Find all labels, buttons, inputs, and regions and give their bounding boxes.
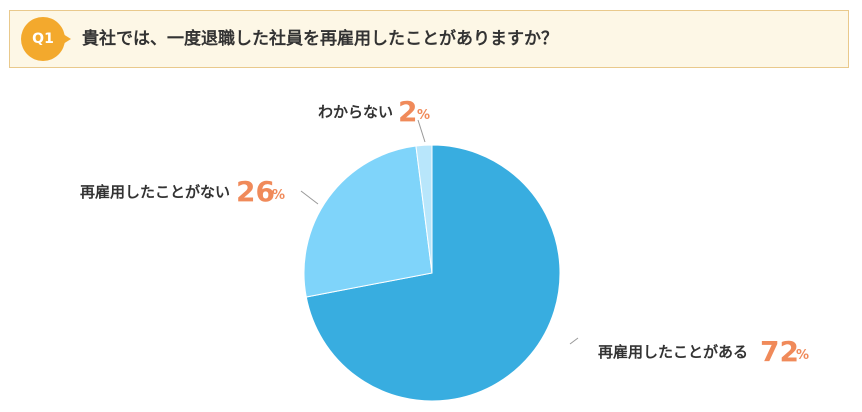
slice-value: 2 [398,95,417,128]
slice-unit: % [272,188,285,203]
pie-slice [305,144,561,402]
slice-unit: % [417,108,430,123]
slice-value: 72 [760,335,799,368]
question-text: 貴社では、一度退職した社員を再雇用したことがありますか？ [82,29,558,49]
slice-value: 26 [236,175,275,208]
slice-label: わからない [318,103,393,121]
pie-slice [415,144,433,274]
question-number-badge: Q1 [21,17,65,61]
leader-line [417,119,426,143]
slice-unit: % [796,348,809,363]
slice-label: 再雇用したことがある [598,343,748,361]
question-box: Q1 貴社では、一度退職した社員を再雇用したことがありますか？ [9,10,849,68]
pie-slice [303,145,433,298]
leader-line [300,190,319,205]
slice-label: 再雇用したことがない [80,183,230,201]
leader-line [569,337,579,345]
badge-pointer-icon [63,34,71,44]
